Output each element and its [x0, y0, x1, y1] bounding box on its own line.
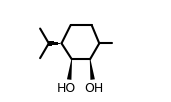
Polygon shape [67, 59, 72, 80]
Polygon shape [90, 59, 95, 80]
Text: HO: HO [56, 82, 76, 95]
Text: OH: OH [84, 82, 103, 95]
